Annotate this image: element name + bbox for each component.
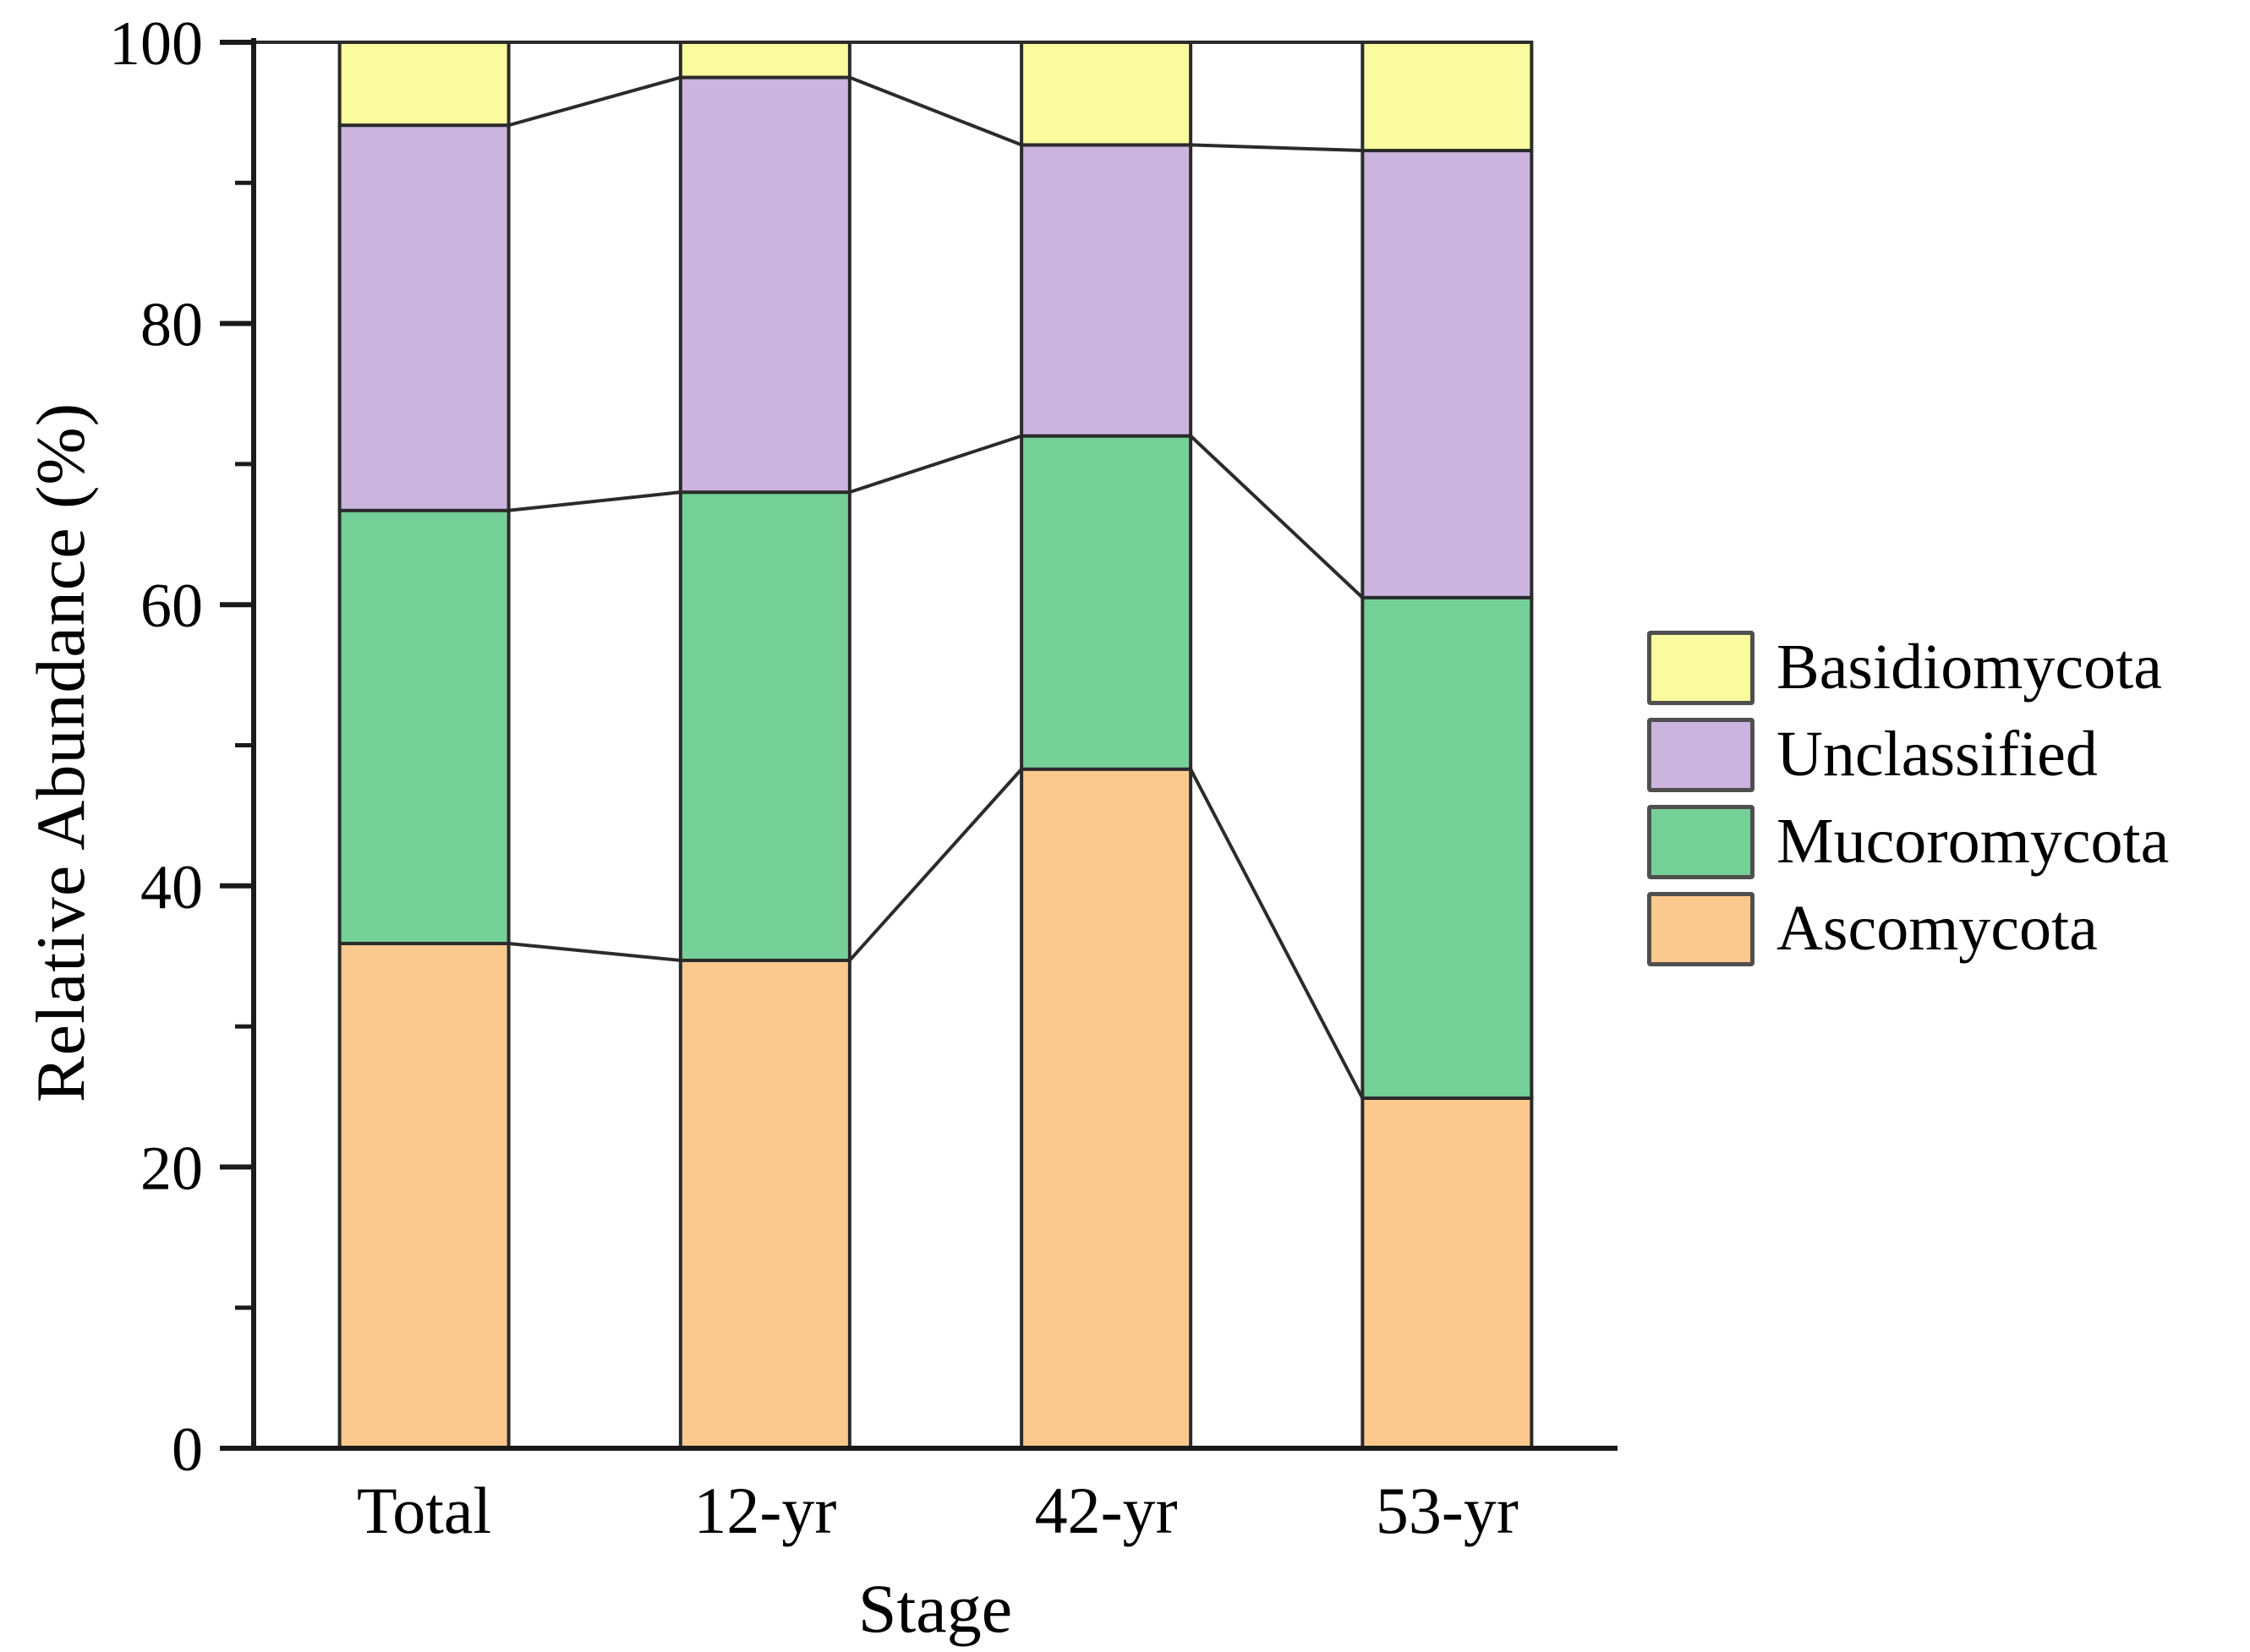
legend-swatch-basidiomycota xyxy=(1647,630,1755,705)
bar-segment-Total-Unclassified xyxy=(337,123,511,512)
legend-item: Unclassified xyxy=(1647,711,2169,798)
y-tick-label: 0 xyxy=(172,1415,203,1485)
bar-segment-12-yr-Basidiomycota xyxy=(678,41,851,79)
legend: Basidiomycota Unclassified Mucoromycota … xyxy=(1647,624,2169,972)
y-tick-label: 80 xyxy=(140,291,203,360)
legend-swatch-ascomycota xyxy=(1647,891,1755,966)
bar-segment-53-yr-Basidiomycota xyxy=(1360,41,1534,153)
connector-line xyxy=(1191,143,1363,153)
x-tick-label: Total xyxy=(357,1474,491,1547)
bar-segment-12-yr-Ascomycota xyxy=(678,958,851,1450)
connector-line xyxy=(849,434,1022,495)
connector-line xyxy=(508,941,682,962)
connector-line xyxy=(1189,768,1365,1099)
bar-segment-53-yr-Unclassified xyxy=(1360,149,1534,599)
bar-segment-42-yr-Mucoromycota xyxy=(1020,434,1193,771)
legend-label: Basidiomycota xyxy=(1776,632,2162,703)
bar-segment-Total-Basidiomycota xyxy=(337,41,511,128)
connector-line xyxy=(1189,435,1364,599)
legend-item: Mucoromycota xyxy=(1647,798,2169,885)
legend-item: Basidiomycota xyxy=(1647,624,2169,711)
connector-line xyxy=(849,75,1022,147)
bar-segment-Total-Ascomycota xyxy=(337,941,511,1451)
bar-segment-53-yr-Mucoromycota xyxy=(1360,595,1534,1100)
bar-segment-42-yr-Unclassified xyxy=(1020,143,1193,438)
bar-segment-Total-Mucoromycota xyxy=(337,508,511,945)
connector-line xyxy=(848,768,1023,962)
legend-label: Mucoromycota xyxy=(1776,806,2170,877)
legend-label: Ascomycota xyxy=(1776,893,2098,964)
legend-swatch-unclassified xyxy=(1647,717,1755,792)
y-tick-label: 60 xyxy=(140,572,203,641)
bar-segment-12-yr-Unclassified xyxy=(678,75,851,495)
legend-item: Ascomycota xyxy=(1647,885,2169,972)
y-axis-title: Relative Abundance (%) xyxy=(22,402,99,1103)
y-tick-label: 40 xyxy=(140,853,203,922)
legend-swatch-mucoromycota xyxy=(1647,804,1755,879)
x-tick-label: 42-yr xyxy=(1035,1474,1178,1547)
y-tick-label: 20 xyxy=(140,1134,203,1203)
legend-label: Unclassified xyxy=(1776,719,2098,790)
x-tick-label: 53-yr xyxy=(1376,1474,1519,1547)
x-axis-title: Stage xyxy=(857,1570,1013,1647)
bar-segment-53-yr-Ascomycota xyxy=(1360,1096,1534,1450)
x-tick-label: 12-yr xyxy=(693,1474,836,1547)
y-tick-label: 100 xyxy=(109,9,203,79)
bar-segment-42-yr-Ascomycota xyxy=(1020,767,1193,1450)
bar-segment-42-yr-Basidiomycota xyxy=(1020,41,1193,147)
bar-segment-12-yr-Mucoromycota xyxy=(678,490,851,962)
connector-line xyxy=(508,490,682,512)
connector-line xyxy=(508,75,682,128)
